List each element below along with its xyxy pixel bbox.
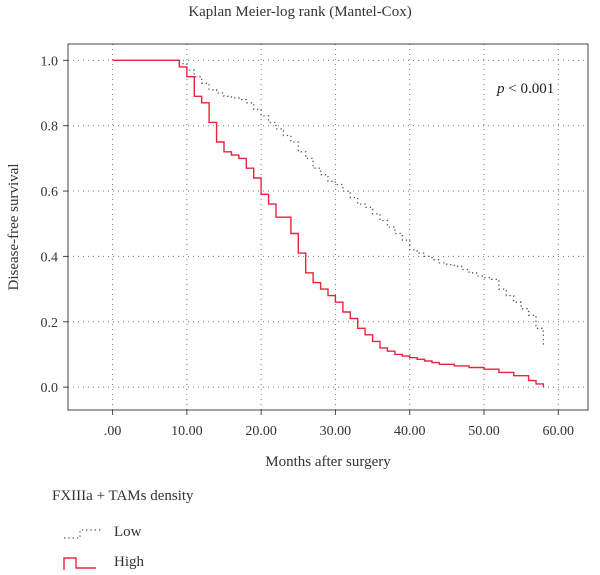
grid-lines — [68, 44, 588, 410]
y-tick-label: 0.8 — [41, 120, 59, 135]
plot-frame — [67, 43, 589, 411]
y-tick-label: 1.0 — [41, 54, 59, 69]
series-line-low — [112, 59, 545, 345]
chart-title: Kaplan Meier-log rank (Mantel-Cox) — [188, 4, 412, 20]
x-tick-label: .00 — [104, 424, 122, 439]
x-tick-label: 20.00 — [245, 424, 277, 439]
chart-plot: .00 10.00 20.00 30.00 40.00 50.00 60.00 0.0 0.2… — [6, 43, 589, 470]
p-symbol: p — [496, 81, 505, 97]
x-axis-label: Months after surgery — [265, 454, 391, 470]
y-axis-label: Disease-free survival — [6, 163, 22, 290]
series-lines — [112, 59, 545, 388]
y-tick-label: 0.4 — [41, 250, 59, 265]
legend-label-high: High — [114, 554, 144, 570]
x-tick-label: 10.00 — [171, 424, 203, 439]
p-value-annotation: p < 0.001 — [496, 81, 554, 97]
y-axis-ticks: 0.0 0.2 0.4 0.6 0.8 1.0 — [41, 54, 68, 396]
x-axis-ticks: .00 10.00 20.00 30.00 40.00 50.00 60.00 — [104, 410, 574, 439]
x-tick-label: 40.00 — [394, 424, 426, 439]
x-tick-label: 60.00 — [543, 424, 575, 439]
x-tick-label: 50.00 — [468, 424, 500, 439]
p-value-text: < 0.001 — [505, 81, 555, 97]
legend-label-low: Low — [114, 524, 142, 540]
legend-swatch-low — [64, 529, 102, 539]
series-line-high — [112, 59, 545, 388]
y-tick-label: 0.0 — [41, 381, 59, 396]
y-tick-label: 0.2 — [41, 316, 59, 331]
legend-swatch-high — [63, 557, 96, 570]
x-tick-label: 30.00 — [320, 424, 352, 439]
y-tick-label: 0.6 — [41, 185, 59, 200]
legend-title: FXIIIa + TAMs density — [52, 488, 194, 504]
